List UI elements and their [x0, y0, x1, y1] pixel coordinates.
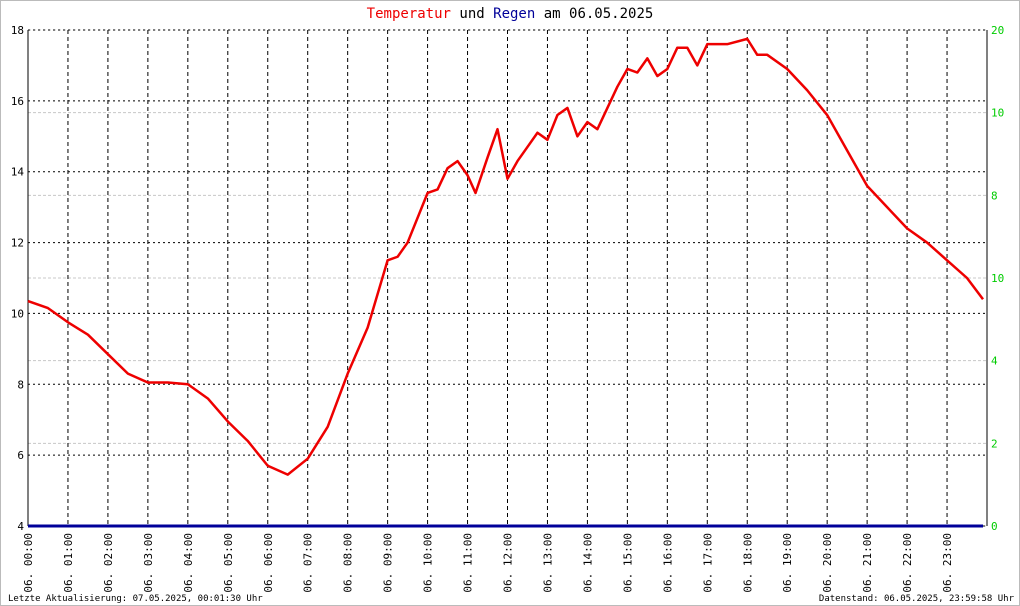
x-tick-label: 06. 12:00	[502, 533, 515, 593]
y-tick-label: 4	[17, 520, 24, 533]
footer-right: Datenstand: 06.05.2025, 23:59:58 Uhr	[819, 594, 1015, 604]
x-tick-label: 06. 05:00	[222, 533, 235, 593]
y2-tick-label: 8	[991, 189, 998, 202]
x-tick-label: 06. 01:00	[62, 533, 75, 593]
x-tick-label: 06. 21:00	[861, 533, 874, 593]
x-tick-label: 06. 13:00	[541, 533, 554, 593]
footer-left: Letzte Aktualisierung: 07.05.2025, 00:01…	[8, 594, 263, 604]
title-date: am 06.05.2025	[544, 6, 654, 22]
y2-tick-label: 2	[991, 437, 998, 450]
y2-tick-label: 20	[991, 24, 1004, 37]
title-rain: Regen	[493, 6, 535, 22]
chart-title: Temperatur und Regen am 06.05.2025	[367, 6, 654, 22]
series-line	[27, 37, 985, 476]
x-tick-label: 06. 11:00	[462, 533, 475, 593]
y-tick-label: 18	[11, 24, 24, 37]
x-tick-label: 06. 07:00	[302, 533, 315, 593]
y2-tick-label: 10	[991, 272, 1004, 285]
y2-tick-label: 10	[991, 107, 1004, 120]
x-tick-label: 06. 14:00	[581, 533, 594, 593]
y-tick-label: 14	[11, 166, 25, 179]
x-tick-label: 06. 23:00	[941, 533, 954, 593]
x-tick-label: 06. 20:00	[821, 533, 834, 593]
x-tick-label: 06. 17:00	[701, 533, 714, 593]
y-tick-label: 12	[11, 237, 24, 250]
title-temp: Temperatur	[367, 6, 451, 22]
x-tick-label: 06. 15:00	[621, 533, 634, 593]
x-tick-label: 06. 04:00	[182, 533, 195, 593]
x-tick-label: 06. 08:00	[342, 533, 355, 593]
x-tick-label: 06. 22:00	[901, 533, 914, 593]
title-und: und	[459, 6, 484, 22]
x-tick-label: 06. 16:00	[661, 533, 674, 593]
y2-tick-label: 4	[991, 355, 998, 368]
y2-tick-label: 0	[991, 520, 998, 533]
y-tick-label: 8	[17, 378, 24, 391]
x-tick-label: 06. 10:00	[422, 533, 435, 593]
y-tick-label: 6	[17, 449, 24, 462]
x-tick-label: 06. 06:00	[262, 533, 275, 593]
y-tick-label: 16	[11, 95, 24, 108]
x-tick-label: 06. 02:00	[102, 533, 115, 593]
x-tick-label: 06. 00:00	[22, 533, 35, 593]
x-tick-label: 06. 09:00	[382, 533, 395, 593]
x-tick-label: 06. 18:00	[741, 533, 754, 593]
x-tick-label: 06. 03:00	[142, 533, 155, 593]
x-tick-label: 06. 19:00	[781, 533, 794, 593]
y-tick-label: 10	[11, 307, 24, 320]
